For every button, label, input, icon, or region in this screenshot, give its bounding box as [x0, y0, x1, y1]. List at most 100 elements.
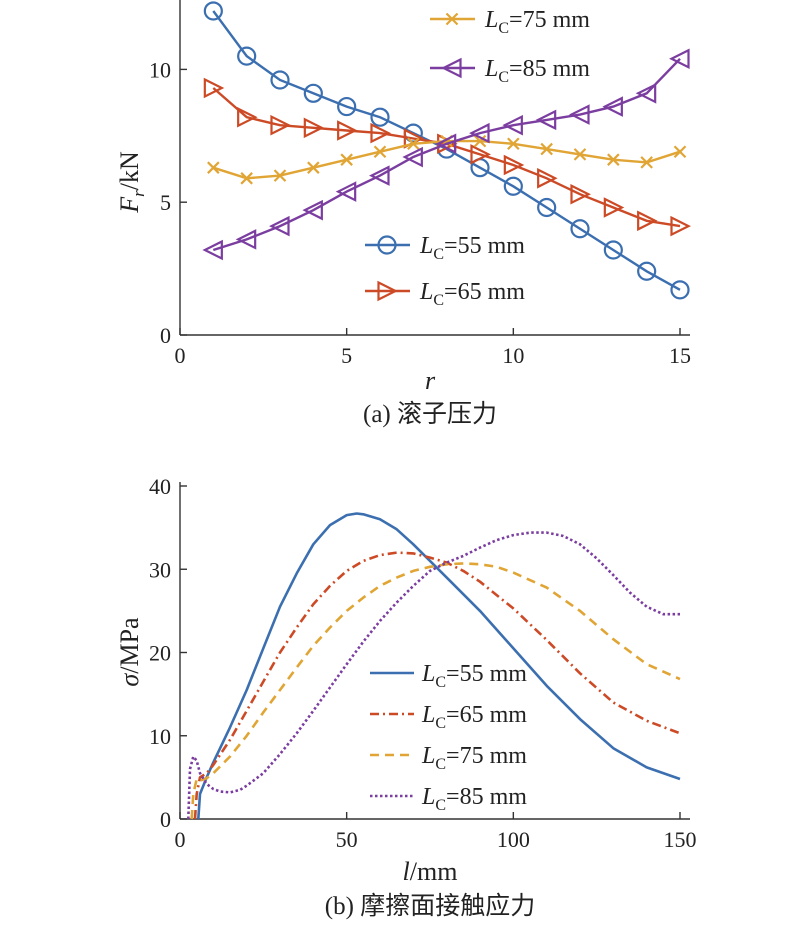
- panel-a-data-point: [503, 176, 523, 196]
- panel-b-legend-item: LC=55 mm: [370, 661, 527, 691]
- panel-a-data-point: [237, 106, 258, 128]
- panel-a-data-point: [473, 134, 487, 148]
- panel-a-data-point: [370, 122, 391, 144]
- panel-b-legend-item: LC=65 mm: [370, 702, 527, 732]
- panel-b-legend-label: LC=75 mm: [421, 743, 527, 773]
- panel-b-series-dotted: [187, 531, 680, 820]
- panel-a-legend-label-sub: C: [433, 246, 444, 263]
- panel-b-x-tick-label: 50: [336, 827, 358, 852]
- panel-a-ylabel-sub: r: [129, 190, 148, 197]
- panel-b-series-dashdot: [193, 551, 681, 820]
- panel-b-x-tick-label: 100: [497, 827, 530, 852]
- panel-a-y-tick-label: 5: [160, 190, 171, 215]
- panel-a-legend-marker: [445, 12, 459, 26]
- panel-b-legend-item: LC=75 mm: [370, 743, 527, 773]
- panel-a-data-point: [202, 239, 223, 261]
- panel-a-data-point: [303, 117, 325, 139]
- panel-a-data-point: [573, 148, 587, 161]
- panel-b-series: [187, 512, 681, 820]
- panel-b-tick-labels: 0 50 100 150 0 10 20 30 40: [149, 474, 697, 852]
- panel-a-data-point: [640, 156, 653, 169]
- panel-a-legend-label: LC=65 mm: [419, 279, 525, 309]
- panel-a-data-point: [273, 169, 287, 182]
- panel-a-series-line: [212, 57, 681, 252]
- panel-b-x-tick-label: 150: [664, 827, 697, 852]
- panel-a-data-point: [373, 145, 387, 159]
- panel-b-y-tick-label: 0: [160, 807, 171, 832]
- panel-a-data-point: [369, 165, 390, 186]
- panel-a-data-point: [302, 199, 323, 221]
- panel-b-legend-label-main: L: [421, 784, 435, 810]
- panel-a-data-point: [370, 107, 390, 127]
- panel-a-data-point: [469, 122, 490, 144]
- panel-a-data-point: [337, 120, 358, 141]
- panel-b-xlabel-main: l: [403, 857, 410, 886]
- panel-a-legend-label-sub: C: [433, 292, 444, 309]
- panel-a-legend-item: LC=65 mm: [365, 279, 525, 309]
- panel-a-data-point: [407, 137, 420, 151]
- panel-a-y-tick-label: 0: [160, 323, 171, 348]
- panel-a-data-point: [670, 280, 690, 300]
- panel-a-data-point: [502, 114, 523, 136]
- panel-a-legend-marker: [441, 57, 462, 79]
- panel-b-x-tick-label: 0: [175, 827, 186, 852]
- panel-a-data-point: [673, 145, 687, 159]
- panel-a-x-tick-label: 5: [341, 343, 352, 368]
- panel-b-y-tick-label: 30: [149, 557, 171, 582]
- panel-a-axes: [179, 0, 690, 336]
- panel-a-legend-label-main: L: [484, 56, 498, 82]
- panel-a-data-point: [335, 181, 357, 202]
- panel-a-data-point: [203, 1, 223, 21]
- panel-b-y-tick-label: 10: [149, 724, 171, 749]
- panel-a-data-point: [670, 215, 691, 237]
- panel-b-legend-label-rest: =75 mm: [446, 743, 527, 769]
- panel-a-data-point: [435, 133, 457, 155]
- panel-a-data-point: [270, 114, 291, 136]
- panel-a-data-point: [507, 137, 520, 151]
- panel-b-series-solid: [197, 512, 681, 820]
- panel-a-legend-label-rest: =85 mm: [509, 56, 590, 82]
- panel-b-legend-label-rest: =85 mm: [446, 784, 527, 810]
- panel-b-legend-label-main: L: [421, 743, 435, 769]
- panel-a-legend-item: LC=85 mm: [430, 56, 590, 86]
- panel-a-series: [202, 1, 691, 300]
- panel-a-legend-label-rest: =55 mm: [444, 233, 525, 259]
- panel-a-legend-label-rest: =75 mm: [509, 7, 590, 33]
- panel-a-data-point: [635, 83, 657, 104]
- panel-a-data-point: [602, 96, 623, 117]
- panel-a-legend-item: LC=75 mm: [430, 7, 590, 37]
- panel-b-legend-label-sub: C: [435, 756, 446, 773]
- panel-a-series-x: [207, 134, 687, 185]
- panel-a-data-point: [569, 104, 590, 125]
- panel-a-data-point: [537, 168, 558, 189]
- panel-a-series-triangle-left: [202, 48, 690, 261]
- panel-b-legend-label-sub: C: [435, 797, 446, 814]
- panel-b-y-tick-label: 40: [149, 474, 171, 499]
- panel-a-tick-labels: 0 5 10 15 0 5 10: [149, 57, 691, 368]
- panel-a-legend-label: LC=55 mm: [419, 233, 525, 263]
- panel-b-y-tick-label: 20: [149, 641, 171, 666]
- panel-b-legend-item: LC=85 mm: [370, 784, 527, 814]
- panel-b-caption: (b) 摩擦面接触应力: [325, 892, 535, 920]
- panel-a-data-point: [637, 261, 657, 281]
- panel-a-y-tick-label: 10: [149, 57, 171, 82]
- panel-a-legend-item: LC=55 mm: [365, 233, 525, 263]
- panel-a-data-point: [203, 77, 225, 99]
- panel-a-data-point: [669, 48, 690, 70]
- panel-b-ylabel: σ/MPa: [115, 617, 144, 687]
- panel-a-data-point: [570, 183, 591, 205]
- panel-a-data-point: [570, 219, 590, 239]
- panel-a-x-tick-label: 0: [175, 343, 186, 368]
- panel-a-data-point: [235, 229, 257, 250]
- panel-a-data-point: [240, 172, 253, 185]
- panel-a-caption: (a) 滚子压力: [363, 400, 497, 428]
- panel-b-legend-label: LC=55 mm: [421, 661, 527, 691]
- panel-a-legend-marker: [377, 280, 398, 302]
- panel-b-legend-label: LC=85 mm: [421, 784, 527, 814]
- panel-b-ylabel-unit: /MPa: [115, 617, 144, 674]
- panel-a-data-point: [237, 46, 257, 66]
- panel-a-legend-label-main: L: [419, 279, 433, 305]
